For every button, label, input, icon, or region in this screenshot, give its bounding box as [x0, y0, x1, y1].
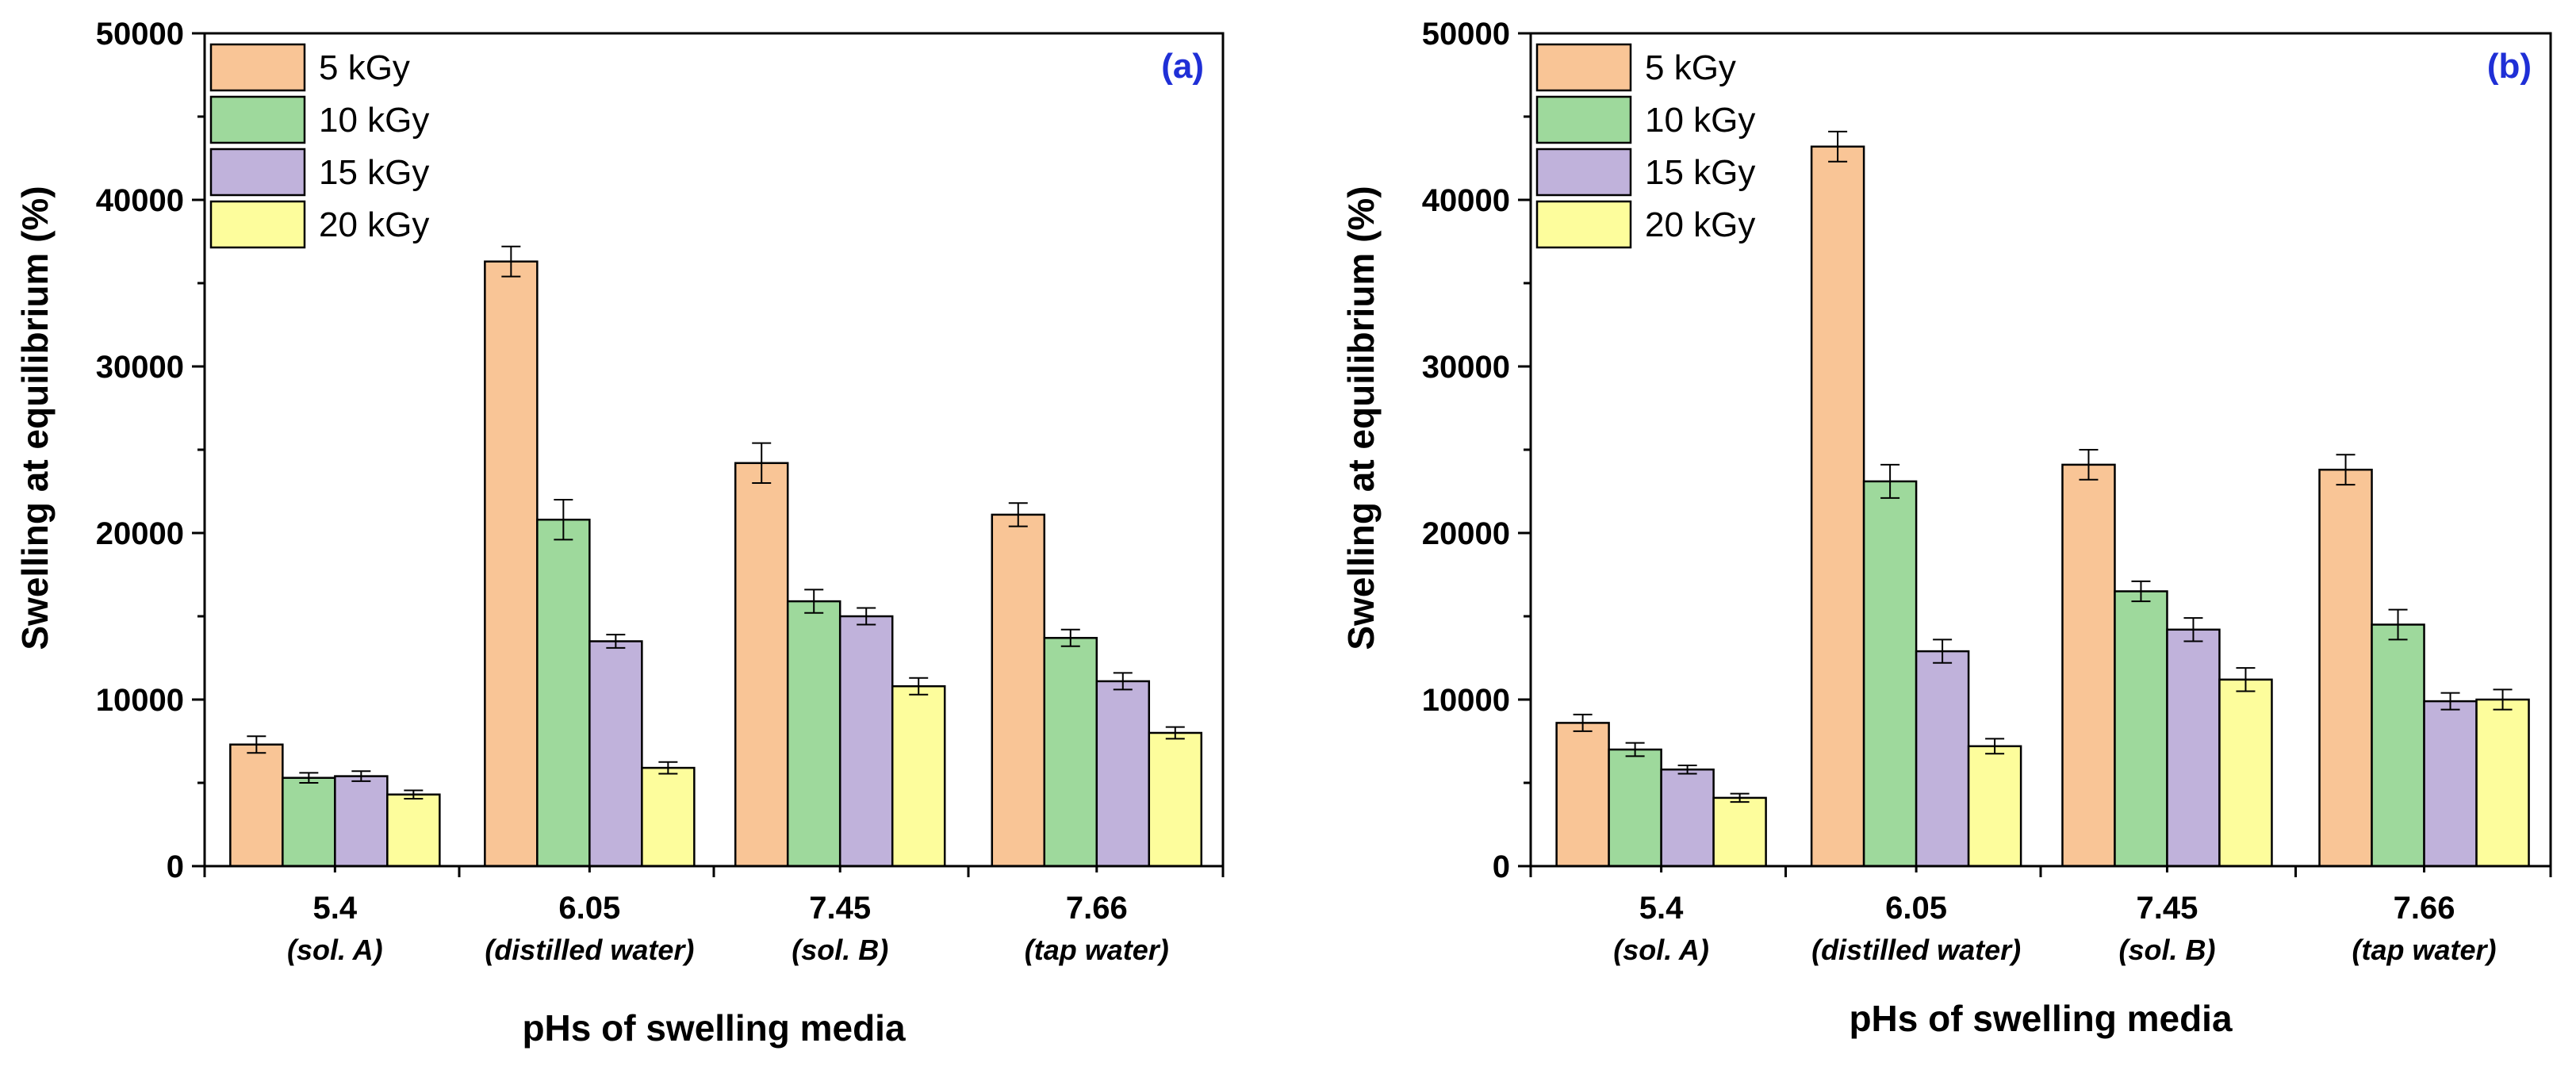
bar [1095, 680, 1151, 868]
bar [1967, 745, 2022, 868]
chart-panel-a: 0 10000 20000 30000 40000 50000 5.4 (sol. A) 6.0… [14, 17, 1225, 1049]
bar [1810, 145, 1865, 868]
legend-swatch [1535, 43, 1632, 92]
bar [734, 462, 789, 868]
chart-panel-b: 0 10000 20000 30000 40000 50000 5.4 (sol. A) 6.0… [1340, 17, 2552, 1039]
legend-label: 20 kGy [1645, 205, 1755, 244]
bar [386, 793, 441, 868]
panel-label: (b) [2487, 47, 2532, 86]
legend-label: 15 kGy [1645, 153, 1755, 192]
bar [891, 684, 946, 868]
bar [838, 615, 894, 868]
bar [1862, 480, 1918, 868]
bar [536, 518, 591, 868]
legend-label: 5 kGy [1645, 48, 1736, 87]
y-tick-label: 20000 [1422, 516, 1510, 551]
bar [2371, 623, 2425, 868]
x-tick-sublabel: (tap water) [2352, 934, 2497, 966]
bar [1555, 722, 1610, 868]
x-axis-title: pHs of swelling media [522, 1007, 906, 1049]
y-tick-label: 30000 [96, 350, 184, 385]
x-tick-sublabel: (distilled water) [1811, 934, 2021, 966]
y-tick-label: 0 [1493, 849, 1510, 884]
x-tick-sublabel: (tap water) [1025, 934, 1169, 966]
bar [1148, 731, 1203, 868]
x-tick-sublabel: (sol. B) [2118, 934, 2215, 966]
bar [2318, 468, 2373, 868]
y-tick-label: 40000 [96, 183, 184, 218]
y-tick-label: 20000 [96, 516, 184, 551]
y-axis-title: Swelling at equilibrium (%) [1340, 186, 1382, 650]
x-tick-label: 5.4 [313, 891, 358, 926]
y-axis-title: Swelling at equilibrium (%) [14, 186, 56, 650]
x-tick-sublabel: (sol. A) [1613, 934, 1709, 966]
x-tick-label: 5.4 [1639, 891, 1684, 926]
y-tick-label: 0 [167, 849, 184, 884]
bar [1608, 748, 1662, 868]
bar [2218, 678, 2273, 868]
legend-swatch [209, 200, 306, 249]
x-tick-sublabel: (sol. B) [792, 934, 888, 966]
bar [229, 743, 284, 868]
legend-label: 5 kGy [319, 48, 410, 87]
bar [1043, 637, 1098, 868]
bar [2166, 628, 2221, 868]
y-tick-label: 50000 [96, 17, 184, 52]
bar [1915, 650, 1970, 868]
bar [1712, 796, 1767, 868]
bar [2423, 700, 2478, 868]
x-tick-label: 6.05 [1885, 891, 1947, 926]
bar [786, 600, 841, 868]
panel-label: (a) [1161, 47, 1204, 86]
bar [282, 776, 336, 868]
x-tick-sublabel: (distilled water) [485, 934, 694, 966]
x-tick-label: 7.66 [1066, 891, 1128, 926]
y-tick-label: 30000 [1422, 350, 1510, 385]
legend-swatch [209, 148, 306, 197]
legend-label: 10 kGy [1645, 101, 1755, 140]
x-tick-label: 6.05 [558, 891, 620, 926]
y-tick-label: 10000 [96, 683, 184, 718]
legend-swatch [1535, 95, 1632, 144]
legend-swatch [1535, 200, 1632, 249]
x-tick-label: 7.66 [2394, 891, 2455, 926]
bar [588, 640, 643, 868]
legend-label: 15 kGy [319, 153, 429, 192]
bar [2061, 463, 2116, 868]
x-tick-label: 7.45 [809, 891, 871, 926]
y-tick-label: 10000 [1422, 683, 1510, 718]
x-axis-title: pHs of swelling media [1849, 998, 2233, 1039]
legend-swatch [209, 95, 306, 144]
legend-label: 20 kGy [319, 205, 429, 244]
bar [1660, 768, 1715, 868]
bar [2475, 698, 2530, 868]
y-tick-label: 50000 [1422, 17, 1510, 52]
bar [641, 766, 696, 868]
y-tick-label: 40000 [1422, 183, 1510, 218]
x-tick-sublabel: (sol. A) [287, 934, 383, 966]
x-tick-label: 7.45 [2137, 891, 2198, 926]
bar [991, 513, 1046, 868]
bar [334, 775, 389, 868]
bar [484, 260, 539, 868]
bar [2114, 590, 2168, 868]
legend-swatch [1535, 148, 1632, 197]
legend-swatch [209, 43, 306, 92]
legend-label: 10 kGy [319, 101, 429, 140]
